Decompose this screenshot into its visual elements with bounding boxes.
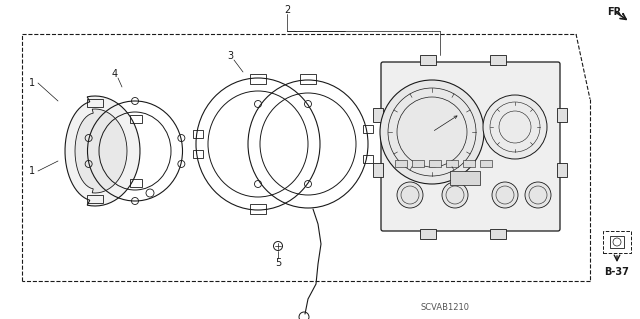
Bar <box>557 163 567 177</box>
Bar <box>250 204 266 214</box>
Bar <box>420 55 436 65</box>
Bar <box>420 229 436 239</box>
Text: 1: 1 <box>29 166 35 176</box>
Bar <box>193 150 203 158</box>
Text: 5: 5 <box>275 258 281 268</box>
Bar <box>130 179 142 187</box>
Text: 4: 4 <box>112 69 118 79</box>
Circle shape <box>397 182 423 208</box>
Bar <box>87 99 103 107</box>
Text: 1: 1 <box>29 78 35 88</box>
Bar <box>450 171 480 185</box>
Bar <box>603 231 631 253</box>
Bar <box>193 130 203 138</box>
Polygon shape <box>65 96 140 206</box>
FancyBboxPatch shape <box>381 62 560 231</box>
Text: SCVAB1210: SCVAB1210 <box>420 302 470 311</box>
Bar <box>557 108 567 122</box>
Bar <box>373 163 383 177</box>
Circle shape <box>442 182 468 208</box>
Bar <box>446 160 458 167</box>
Bar <box>429 160 441 167</box>
Bar <box>395 160 407 167</box>
Bar <box>250 74 266 84</box>
Text: B-37: B-37 <box>605 267 629 277</box>
Bar <box>87 195 103 203</box>
Bar <box>490 229 506 239</box>
Bar <box>610 236 624 248</box>
Circle shape <box>492 182 518 208</box>
Bar <box>130 115 142 123</box>
Bar <box>373 108 383 122</box>
Text: 2: 2 <box>284 5 290 15</box>
Text: FR.: FR. <box>607 7 625 17</box>
Bar <box>363 125 373 133</box>
Bar <box>300 74 316 84</box>
Bar <box>412 160 424 167</box>
Bar <box>463 160 475 167</box>
Polygon shape <box>75 109 127 193</box>
Circle shape <box>380 80 484 184</box>
Bar <box>363 155 373 163</box>
Circle shape <box>483 95 547 159</box>
Bar <box>480 160 492 167</box>
Text: 3: 3 <box>227 51 233 61</box>
Bar <box>490 55 506 65</box>
Circle shape <box>525 182 551 208</box>
